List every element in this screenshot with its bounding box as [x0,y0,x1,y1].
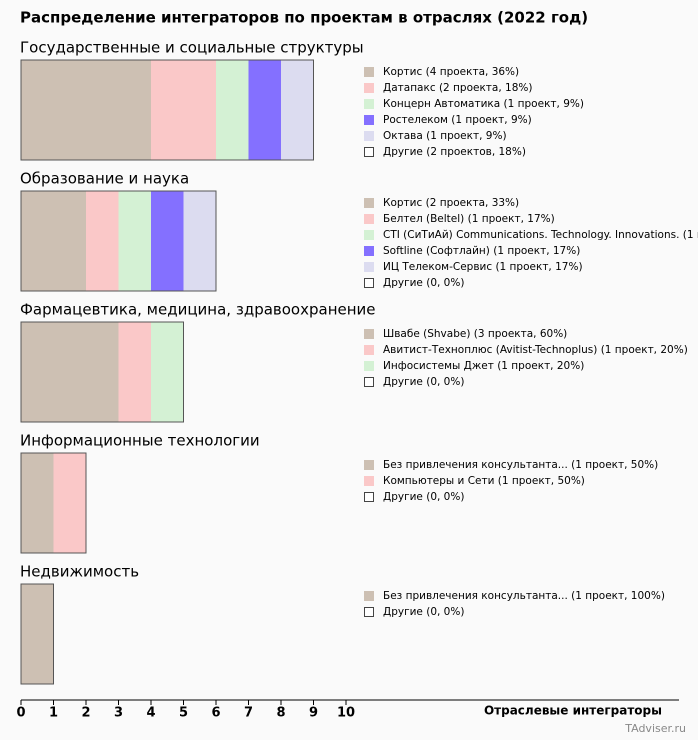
legend-swatch [364,492,374,502]
bar-segment [216,60,249,160]
legend-swatch [364,476,374,486]
x-tick-label: 7 [244,706,253,721]
x-tick-label: 9 [309,706,318,721]
x-tick-label: 3 [114,706,123,721]
bar-outline [20,452,87,554]
bar-segment [151,322,184,422]
x-tick-label: 0 [16,706,25,721]
legend-swatch [364,131,374,141]
legend-swatch [364,345,374,355]
legend-swatch [364,83,374,93]
bar-segment [151,191,184,291]
legend-swatch [364,115,374,125]
legend-swatch [364,329,374,339]
bar-segment [183,191,216,291]
x-tick-label: 5 [179,706,188,721]
legend-swatch [364,99,374,109]
legend-swatch [364,246,374,256]
legend-swatch [364,278,374,288]
legend-swatch [364,214,374,224]
legend-label: Белтел (Beltel) (1 проект, 17%) [383,213,555,225]
bar-outline [20,59,314,161]
bar-segment [281,60,314,160]
bar-segment [118,322,151,422]
bar-outline [20,190,217,292]
legend-label: Другие (0, 0%) [383,277,464,289]
bar-segment [118,191,151,291]
x-tick-label: 6 [211,706,220,721]
bar-segment [86,191,119,291]
legend-swatch [364,147,374,157]
legend-label: Авитист-Техноплюс (Avitist-Technoplus) (… [383,344,688,356]
bar-segment [248,60,281,160]
legend-label: Другие (0, 0%) [383,606,464,618]
group-label: Информационные технологии [20,432,260,450]
legend-label: Другие (2 проектов, 18%) [383,146,526,158]
legend-swatch [364,460,374,470]
legend-label: Датапакс (2 проекта, 18%) [383,82,532,94]
x-axis-label: Отраслевые интеграторы [484,704,662,718]
legend-swatch [364,361,374,371]
legend-swatch [364,198,374,208]
group-label: Недвижимость [20,563,139,581]
legend-label: Без привлечения консультанта... (1 проек… [383,590,665,602]
legend-swatch [364,607,374,617]
group-label: Фармацевтика, медицина, здравоохранение [20,301,376,319]
bar-segment [21,60,151,160]
legend-label: Октава (1 проект, 9%) [383,130,507,142]
x-tick-label: 8 [276,706,285,721]
legend-label: Швабе (Shvabe) (3 проекта, 60%) [383,328,567,340]
legend-swatch [364,262,374,272]
bar-outline [20,583,54,685]
legend-label: Другие (0, 0%) [383,491,464,503]
legend-swatch [364,591,374,601]
x-tick-label: 4 [146,706,155,721]
bar-segment [21,191,86,291]
legend-label: Концерн Автоматика (1 проект, 9%) [383,98,584,110]
legend-swatch [364,377,374,387]
x-tick-label: 10 [337,706,355,721]
bar-segment [21,322,119,422]
chart-title: Распределение интеграторов по проектам в… [20,9,588,27]
x-tick-label: 2 [81,706,90,721]
legend-label: Компьютеры и Сети (1 проект, 50%) [383,475,585,487]
legend-swatch [364,67,374,77]
legend-label: Кортис (4 проекта, 36%) [383,66,519,78]
legend-label: Без привлечения консультанта... (1 проек… [383,459,658,471]
legend-label: Инфосистемы Джет (1 проект, 20%) [383,360,584,372]
bar-segment [21,584,54,684]
legend-label: ИЦ Телеком-Сервис (1 проект, 17%) [383,261,583,273]
legend-label: Softline (Софтлайн) (1 проект, 17%) [383,245,580,257]
legend-swatch [364,230,374,240]
legend-label: CTI (СиТиАй) Communications. Technology.… [383,229,698,241]
group-label: Государственные и социальные структуры [20,39,364,57]
bar-segment [53,453,86,553]
x-tick-label: 1 [49,706,58,721]
legend-label: Другие (0, 0%) [383,376,464,388]
legend-label: Ростелеком (1 проект, 9%) [383,114,532,126]
group-label: Образование и наука [20,170,189,188]
watermark: TAdviser.ru [624,722,686,735]
legend-label: Кортис (2 проекта, 33%) [383,197,519,209]
bar-segment [151,60,216,160]
bar-outline [20,321,184,423]
bar-segment [21,453,54,553]
